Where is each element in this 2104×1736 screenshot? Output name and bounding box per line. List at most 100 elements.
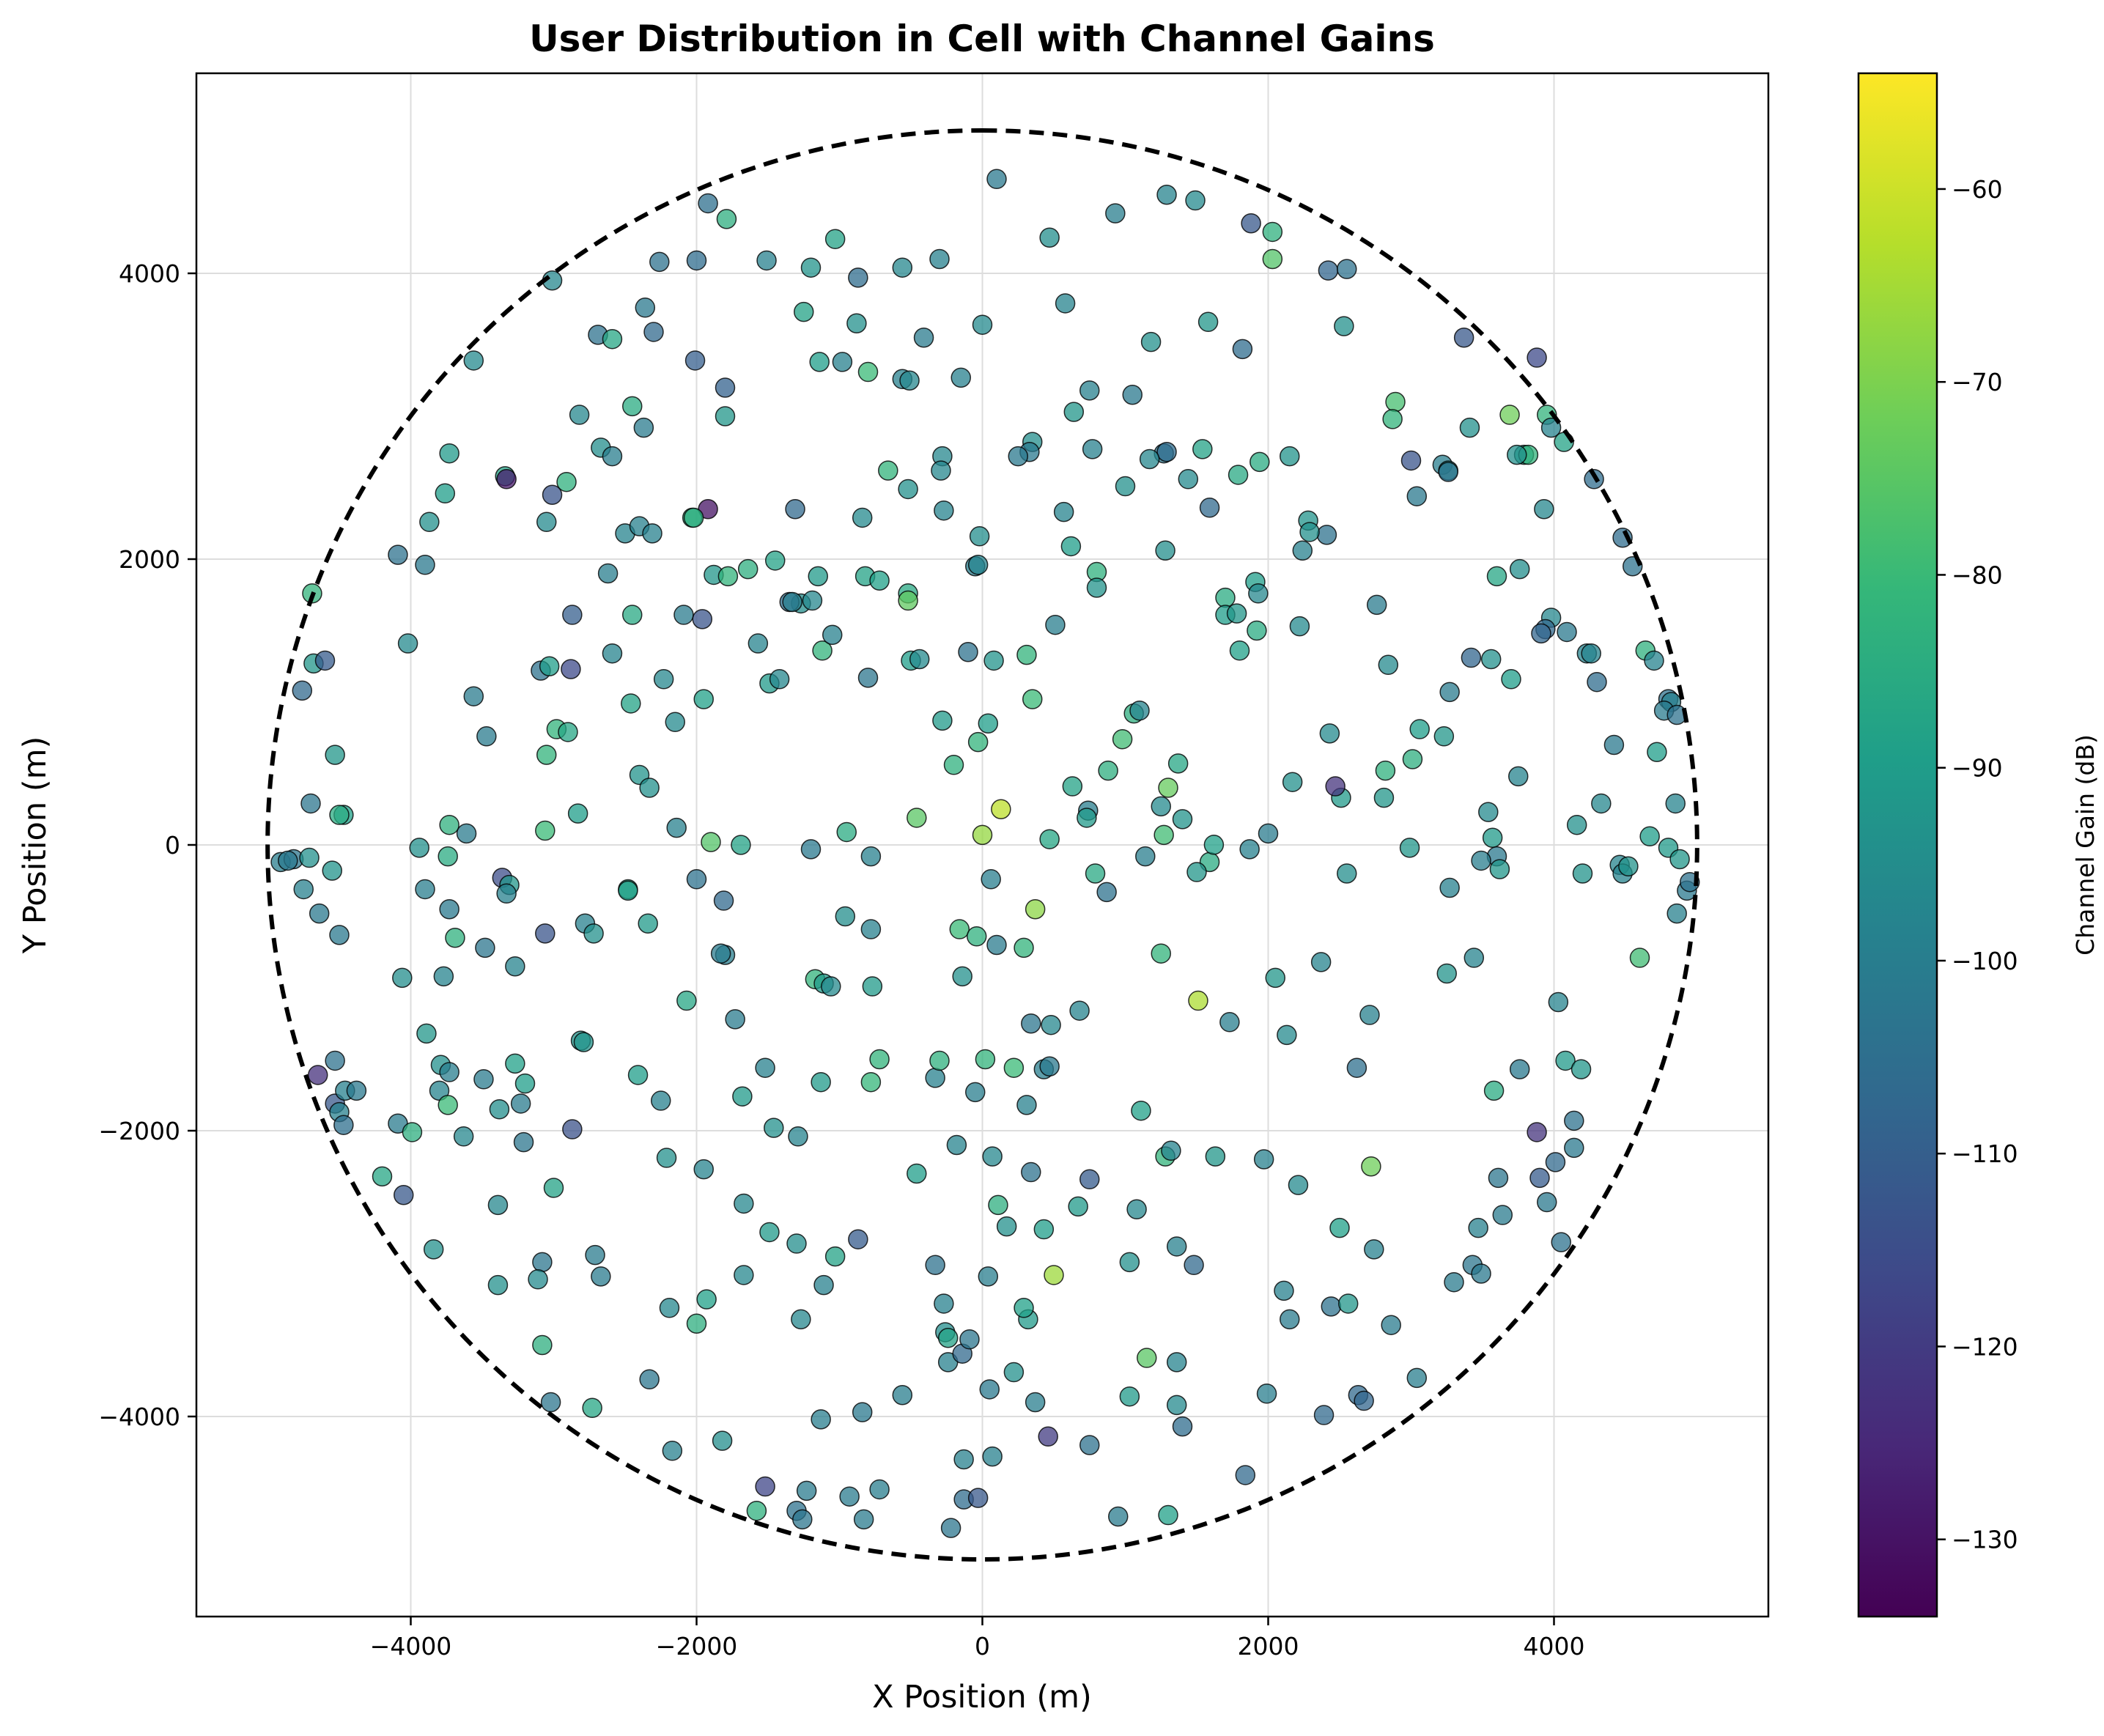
user-point [1581, 643, 1601, 664]
user-point [439, 899, 459, 920]
user-point [986, 169, 1007, 190]
user-point [710, 943, 731, 964]
user-point [967, 555, 989, 575]
user-point [1082, 439, 1103, 459]
user-point [972, 824, 993, 846]
user-point [1108, 1506, 1129, 1527]
user-point [1045, 614, 1066, 635]
user-point [1527, 347, 1547, 368]
user-point [892, 257, 913, 278]
user-point [487, 1274, 509, 1296]
user-point [1060, 536, 1082, 557]
user-point [683, 507, 704, 528]
user-point [476, 726, 497, 747]
user-point [813, 1274, 834, 1296]
user-point [869, 570, 890, 591]
user-point [1192, 439, 1213, 459]
x-tick-label: 4000 [1524, 1632, 1585, 1661]
user-point [1313, 1405, 1335, 1425]
user-point [1265, 967, 1285, 989]
user-point [824, 229, 846, 249]
user-point [583, 923, 604, 944]
user-point [848, 1229, 868, 1249]
user-point [715, 377, 736, 398]
user-point [325, 745, 345, 765]
user-point [1316, 525, 1337, 545]
user-point [1507, 444, 1527, 465]
user-point [1068, 1196, 1088, 1217]
user-point [1480, 649, 1502, 670]
user-point [591, 1266, 611, 1287]
colorbar-tick-label: −80 [1952, 561, 2003, 589]
user-point [907, 1163, 927, 1184]
user-point [1021, 1013, 1041, 1034]
user-point [857, 668, 879, 688]
user-point [1346, 1057, 1367, 1078]
user-point [792, 1509, 813, 1530]
x-axis: −4000 −2000 0 2000 4000 [370, 1617, 1585, 1661]
user-point [642, 523, 662, 544]
user-point [561, 659, 581, 679]
user-point [1378, 654, 1399, 676]
user-point [496, 469, 517, 490]
user-point [325, 1050, 345, 1071]
user-point [1021, 1161, 1041, 1183]
user-point [982, 1146, 1003, 1167]
user-point [1459, 417, 1480, 438]
user-point [925, 1068, 945, 1088]
user-point [782, 591, 802, 613]
user-point [1534, 499, 1554, 520]
user-point [898, 590, 918, 611]
user-point [1509, 1059, 1530, 1079]
user-point [602, 446, 623, 467]
user-point [832, 352, 853, 372]
user-point [1439, 682, 1460, 703]
user-point [463, 350, 484, 371]
user-point [1557, 621, 1577, 643]
user-point [676, 990, 697, 1011]
user-point [1289, 616, 1310, 637]
user-point [698, 193, 718, 214]
user-point [372, 1166, 393, 1187]
user-point [532, 1252, 553, 1273]
user-point [463, 686, 484, 706]
user-point [416, 1023, 437, 1044]
user-point [848, 267, 868, 288]
user-point [673, 605, 694, 625]
user-point [602, 643, 623, 664]
user-point [860, 846, 882, 867]
user-point [1329, 1217, 1350, 1238]
user-point [1337, 1293, 1359, 1314]
user-point [1158, 1504, 1178, 1526]
user-point [693, 689, 714, 709]
user-point [445, 928, 465, 948]
user-point [965, 1082, 986, 1103]
user-point [438, 1095, 458, 1115]
user-point [1399, 838, 1420, 858]
user-point [299, 847, 320, 868]
user-point [731, 835, 751, 855]
user-point [794, 301, 814, 322]
user-point [972, 314, 993, 335]
user-point [666, 817, 687, 838]
user-point [1325, 776, 1346, 797]
user-point [1468, 1217, 1488, 1238]
user-point [716, 209, 737, 229]
user-point [934, 500, 954, 521]
colorbar-tick-label: −110 [1952, 1140, 2018, 1168]
user-point [756, 250, 777, 271]
x-tick-label: 2000 [1238, 1632, 1299, 1661]
user-point [585, 1244, 605, 1266]
user-point [1537, 1192, 1557, 1213]
user-point [940, 1518, 961, 1538]
colorbar-tick-label: −120 [1952, 1332, 2018, 1361]
user-point [712, 1430, 733, 1451]
user-point [746, 1500, 767, 1521]
user-point [402, 1122, 423, 1142]
user-point [959, 1329, 980, 1350]
user-point [1647, 742, 1667, 762]
user-point [662, 1441, 683, 1461]
user-point [1292, 540, 1313, 561]
user-point [734, 1265, 754, 1285]
colorbar-gradient [1857, 72, 1938, 1618]
